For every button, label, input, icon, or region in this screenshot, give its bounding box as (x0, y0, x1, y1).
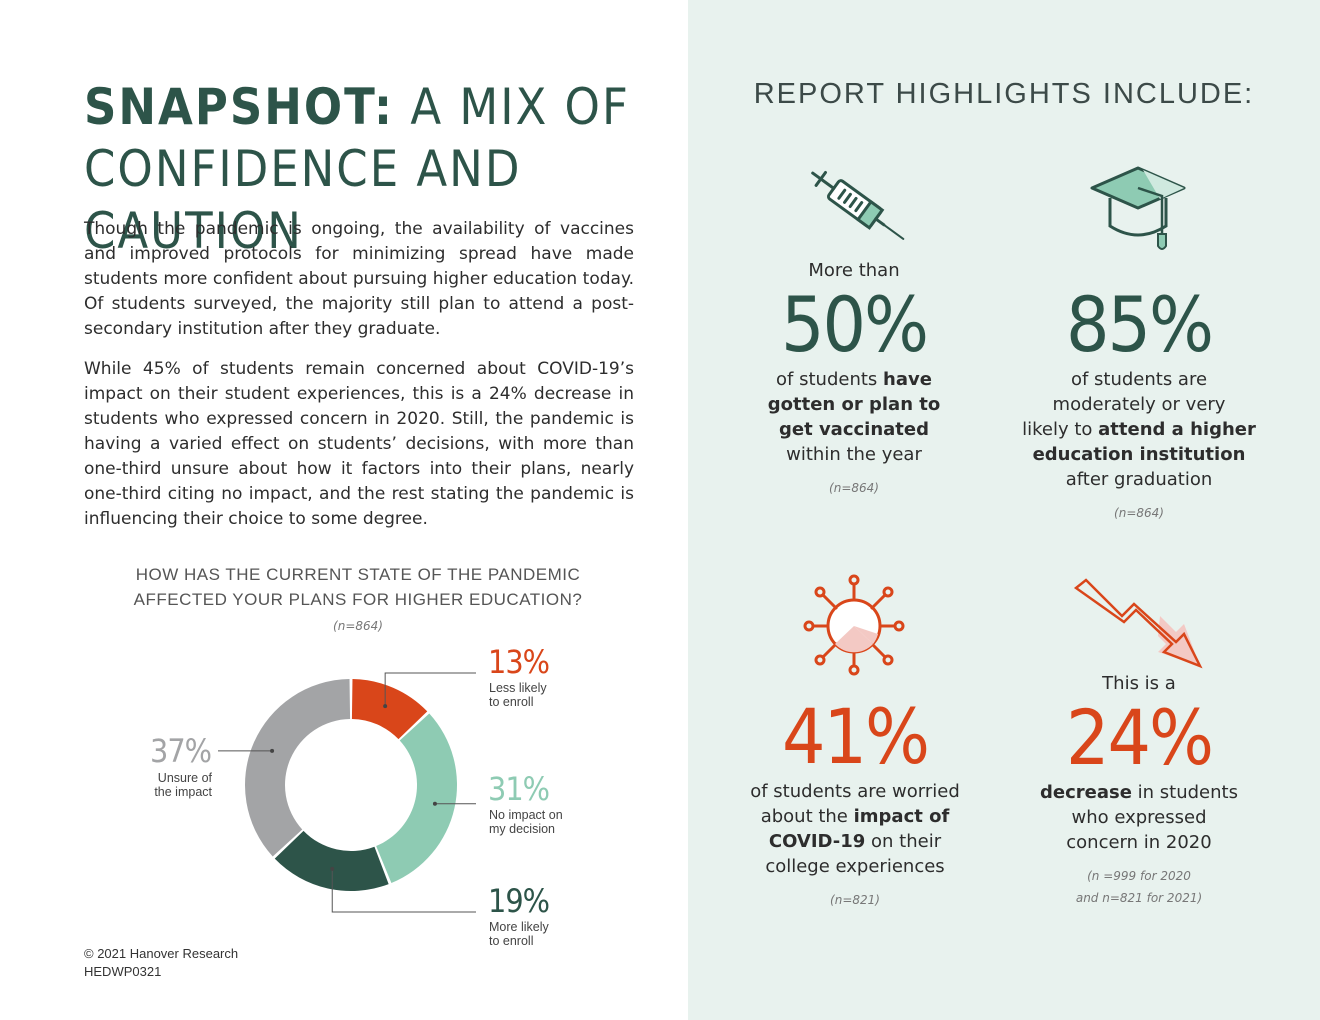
stat-attend: 85% of students are moderately or very l… (1004, 283, 1274, 524)
virus-icon (803, 574, 905, 676)
decrease-arrow-icon (1073, 578, 1203, 669)
slice-label-line: Unsure of (157, 771, 212, 785)
slice-label-line: No impact on (489, 808, 563, 822)
stat-vaccinated: More than 50% of students have gotten or… (730, 258, 978, 499)
stat-intro: More than (808, 260, 900, 281)
slice-less-likely (351, 679, 428, 740)
graduation-cap-icon (1090, 166, 1186, 250)
left-panel: SNAPSHOT: A MIX OF CONFIDENCE AND CAUTIO… (84, 76, 664, 981)
stat-sample-size: (n =999 for 2020 and n=821 for 2021) (1014, 865, 1264, 909)
stat-value: 85% (1066, 280, 1214, 369)
stat-decrease: This is a 24% decrease in students who e… (1014, 671, 1264, 909)
leader-line-less-likely (384, 672, 476, 707)
desc-text: likely to (1022, 419, 1099, 440)
stat-description: of students are moderately or very likel… (1004, 367, 1274, 492)
desc-text: on their (865, 831, 942, 852)
chart-question-line1: HOW HAS THE CURRENT STATE OF THE PANDEMI… (135, 565, 581, 584)
desc-text: college experiences (765, 856, 945, 877)
desc-text: after graduation (1065, 469, 1213, 490)
desc-bold: decrease (1040, 782, 1132, 803)
desc-text: of students (776, 369, 884, 390)
stat-sample-size: (n=864) (829, 481, 879, 495)
desc-text: in students (1131, 782, 1238, 803)
copyright-text: © 2021 Hanover Research (84, 946, 239, 961)
chart-question-line2: AFFECTED YOUR PLANS FOR HIGHER EDUCATION… (133, 590, 583, 609)
stat-value: 41% (782, 692, 930, 781)
chart-sample-size: (n=864) (333, 619, 383, 633)
desc-text: within the year (786, 444, 922, 465)
intro-paragraph: Though the pandemic is ongoing, the avai… (84, 219, 634, 339)
chart-question: HOW HAS THE CURRENT STATE OF THE PANDEMI… (100, 562, 616, 612)
stat-intro: This is a (1102, 673, 1176, 694)
syringe-icon (811, 170, 905, 240)
desc-text: who expressed (1071, 807, 1207, 828)
slice-no-impact (376, 713, 458, 884)
desc-text: moderately or very (1052, 394, 1226, 415)
slice-unsure (245, 679, 351, 857)
slice-value-more-likely: 19% (488, 882, 550, 920)
leader-dot (330, 866, 335, 871)
slice-value-no-impact: 31% (488, 770, 550, 808)
stat-description: of students are worried about the impact… (730, 779, 980, 879)
slice-value-unsure: 37% (150, 732, 212, 770)
desc-text: about the (760, 806, 854, 827)
stat-description: decrease in students who expressed conce… (1014, 780, 1264, 855)
slice-label-line: More likely (489, 920, 549, 934)
desc-bold: impact of (853, 806, 950, 827)
donut-chart (218, 672, 476, 913)
page-title: SNAPSHOT: A MIX OF CONFIDENCE AND CAUTIO… (84, 76, 664, 262)
document-code: HEDWP0321 (84, 964, 162, 979)
concern-paragraph: While 45% of students remain concerned a… (84, 359, 634, 529)
desc-bold: COVID-19 (768, 831, 866, 852)
title-strong: SNAPSHOT: (84, 78, 395, 136)
desc-bold: have (883, 369, 932, 390)
copyright-footer: © 2021 Hanover Research HEDWP0321 (84, 945, 238, 981)
highlights-title: REPORT HIGHLIGHTS INCLUDE: (753, 78, 1255, 110)
leader-dot (432, 801, 437, 806)
desc-bold: gotten or plan to (767, 394, 941, 415)
title-rest: A MIX OF (394, 78, 630, 136)
leader-dot (383, 704, 388, 709)
stat-sample-size: (n=821) (830, 893, 880, 907)
slice-more-likely (274, 830, 389, 891)
desc-bold: attend a higher (1098, 419, 1256, 440)
desc-bold: get vaccinated (778, 419, 929, 440)
stat-value: 50% (781, 280, 929, 369)
stat-description: of students have gotten or plan to get v… (730, 367, 978, 467)
slice-label-line: my decision (489, 821, 555, 836)
desc-text: of students are worried (750, 781, 960, 802)
slice-label-less-likely: Less likely to enroll (489, 681, 547, 709)
slice-label-line: Less likely (489, 681, 547, 695)
slice-label-line: to enroll (489, 933, 534, 948)
slice-label-line: to enroll (489, 694, 534, 709)
desc-text: of students are (1070, 369, 1208, 390)
leader-line-more-likely (331, 868, 476, 913)
stat-value: 24% (1066, 693, 1214, 782)
stat-sample-size: (n=864) (1114, 506, 1164, 520)
title-line2: CONFIDENCE AND CAUTION (84, 140, 522, 260)
desc-bold: education institution (1032, 444, 1246, 465)
slice-label-no-impact: No impact on my decision (489, 808, 563, 836)
slice-label-more-likely: More likely to enroll (489, 920, 549, 948)
slice-label-unsure: Unsure of the impact (130, 771, 212, 799)
sample-size-line: (n =999 for 2020 (1087, 869, 1191, 883)
stat-worried: 41% of students are worried about the im… (730, 695, 980, 911)
leader-dot (270, 748, 275, 753)
slice-value-less-likely: 13% (488, 643, 550, 681)
sample-size-line: and n=821 for 2021) (1075, 891, 1203, 905)
desc-text: concern in 2020 (1066, 832, 1212, 853)
slice-label-line: the impact (154, 784, 212, 799)
highlights-panel: REPORT HIGHLIGHTS INCLUDE: (688, 0, 1320, 1020)
